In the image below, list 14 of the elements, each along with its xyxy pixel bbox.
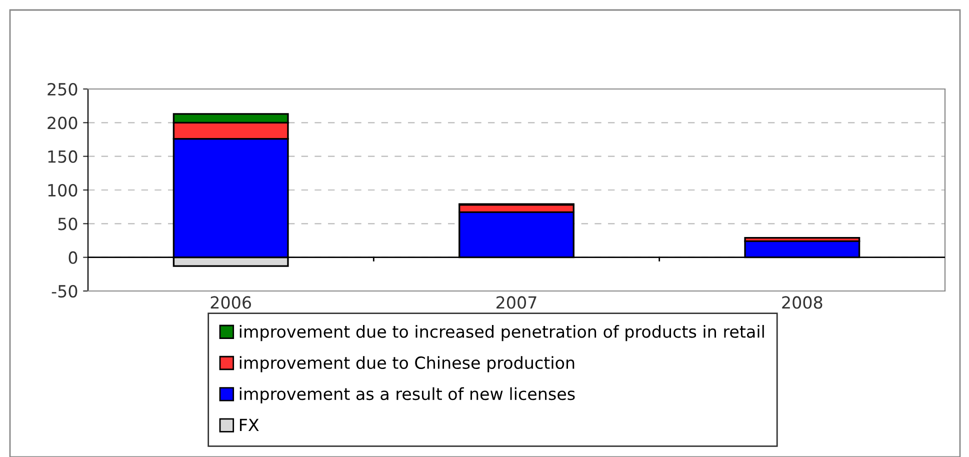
y-tick-label: 100 xyxy=(48,184,78,197)
legend-label: improvement as a result of new licenses xyxy=(240,387,575,404)
legend-label: improvement due to increased penetration of products in retail xyxy=(240,325,764,342)
y-tick-label: -50 xyxy=(52,284,78,298)
y-tick-label: 200 xyxy=(48,116,78,130)
y-tick-label: 150 xyxy=(48,150,78,163)
x-tick-label: 2007 xyxy=(496,296,536,309)
y-tick-label: 250 xyxy=(48,82,78,96)
legend-label: FX xyxy=(240,418,259,432)
legend-label: improvement due to Chinese production xyxy=(240,356,574,372)
y-tick-label: 50 xyxy=(58,218,78,230)
y-tick-label: 0 xyxy=(68,251,78,264)
x-tick-label: 2008 xyxy=(782,296,822,309)
x-tick-label: 2006 xyxy=(210,296,251,309)
